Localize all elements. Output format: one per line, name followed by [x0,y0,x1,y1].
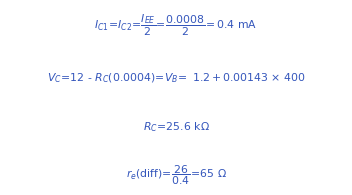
Text: $I_{C1}\!=\!I_{C2}\!=\!\dfrac{I_{EE}}{2}\!=\!\dfrac{0.0008}{2}\!=0.4\ \mathrm{mA: $I_{C1}\!=\!I_{C2}\!=\!\dfrac{I_{EE}}{2}… [94,13,258,38]
Text: $V_C\!=\!12\ \text{-}\ R_C(0.0004)\!=\!V_B\!=\ 1.2+0.00143\ {\times}\ 400$: $V_C\!=\!12\ \text{-}\ R_C(0.0004)\!=\!V… [47,71,305,85]
Text: $R_C\!=\!25.6\ \mathrm{k\Omega}$: $R_C\!=\!25.6\ \mathrm{k\Omega}$ [143,120,209,134]
Text: $r_e(\mathrm{diff})\!=\!\dfrac{26}{0.4}\!=\!65\ \Omega$: $r_e(\mathrm{diff})\!=\!\dfrac{26}{0.4}\… [126,164,226,187]
